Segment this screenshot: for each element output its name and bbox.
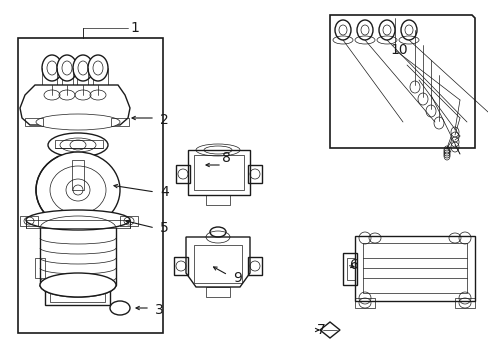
Text: 10: 10 [389,43,407,57]
Bar [25,118,43,126]
Bar [354,298,374,308]
Ellipse shape [50,166,106,214]
Ellipse shape [40,273,116,297]
Ellipse shape [57,55,77,81]
Bar [72,160,84,190]
Ellipse shape [73,55,93,81]
Bar [55,140,103,148]
Text: 2: 2 [160,113,168,127]
Bar [194,155,244,190]
Bar [247,165,262,183]
Ellipse shape [42,55,62,81]
Ellipse shape [334,20,350,40]
Ellipse shape [356,20,372,40]
Text: 9: 9 [232,271,242,285]
Ellipse shape [62,61,72,75]
Polygon shape [185,237,249,287]
Ellipse shape [60,138,96,152]
Bar [18,38,163,333]
Ellipse shape [88,55,108,81]
Text: 5: 5 [160,221,168,235]
Bar [362,243,466,293]
Text: 3: 3 [155,303,163,317]
Ellipse shape [26,210,130,230]
Bar [174,257,187,275]
Bar [205,287,229,297]
Bar [45,285,110,305]
Text: 8: 8 [222,151,230,165]
Bar [194,245,242,283]
Polygon shape [319,322,339,338]
Bar [454,298,474,308]
Bar [205,195,229,205]
Ellipse shape [110,301,130,315]
Bar [342,253,356,285]
Bar [111,118,129,126]
Text: 1: 1 [130,21,139,35]
Ellipse shape [36,114,120,130]
Ellipse shape [66,179,90,201]
Bar [354,236,474,301]
Bar [346,258,354,280]
Text: 6: 6 [349,258,358,272]
Ellipse shape [400,20,416,40]
Polygon shape [20,85,130,125]
Bar [247,257,262,275]
Ellipse shape [70,140,86,150]
Ellipse shape [93,61,103,75]
Bar [50,290,105,302]
Bar [20,216,38,226]
Ellipse shape [36,152,120,228]
Bar [176,165,190,183]
Ellipse shape [378,20,394,40]
Bar [26,220,130,228]
Polygon shape [329,15,474,148]
Bar [187,150,249,195]
Ellipse shape [73,185,83,195]
Ellipse shape [78,61,88,75]
Ellipse shape [48,133,108,157]
Bar [35,258,45,278]
Ellipse shape [47,61,57,75]
Text: 4: 4 [160,185,168,199]
Bar [120,216,138,226]
Text: 7: 7 [316,323,325,337]
